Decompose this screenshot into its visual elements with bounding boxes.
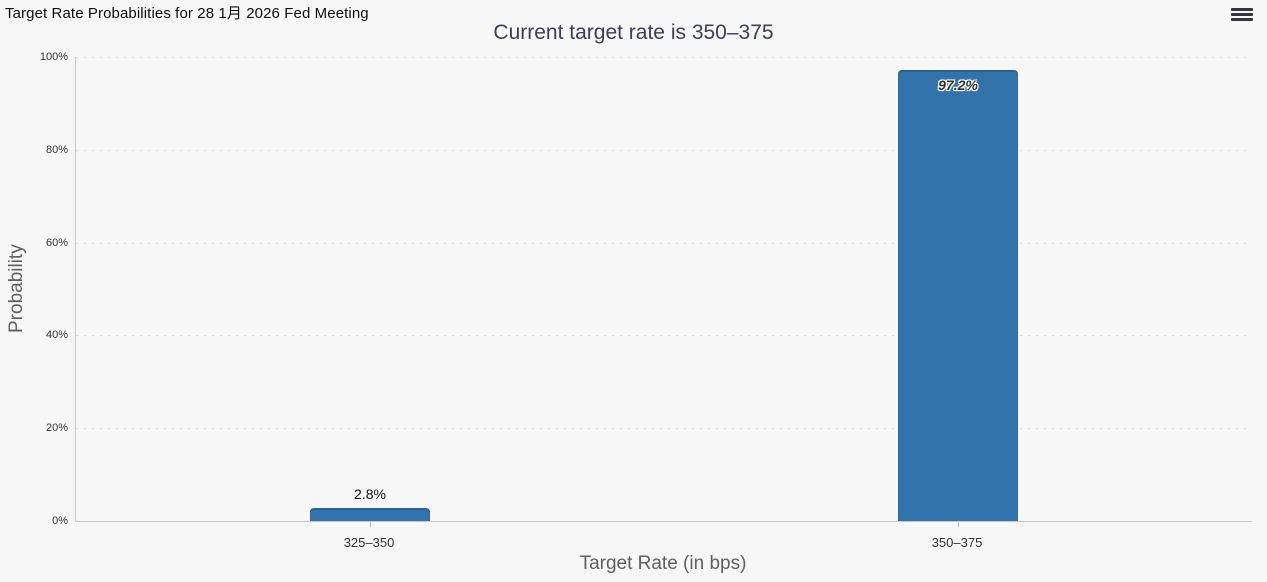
gridline (76, 243, 1252, 244)
x-category-label: 350–375 (931, 535, 983, 550)
chart-title: Current target rate is 350–375 (493, 21, 774, 44)
bar-value-label: 97.2% (938, 77, 978, 93)
y-axis-tick-label: 80% (45, 144, 68, 156)
bar-value-label: 2.8% (354, 486, 386, 502)
x-category-label: 325–350 (343, 535, 395, 550)
page-title: Target Rate Probabilities for 28 1月 2026… (5, 5, 369, 22)
y-axis-title: Probability (6, 244, 27, 334)
hamburger-menu-icon[interactable] (1231, 8, 1253, 23)
y-axis-tick-label: 40% (45, 329, 68, 341)
y-axis-tick-label: 0% (52, 515, 68, 527)
plot-area: 2.8% 97.2% (75, 57, 1252, 527)
y-axis-tick-label: 60% (45, 237, 68, 249)
hamburger-bar (1231, 18, 1253, 21)
gridline (76, 57, 1252, 58)
column-bar[interactable] (898, 70, 1018, 521)
column-bar[interactable] (310, 508, 430, 521)
x-axis-title: Target Rate (in bps) (579, 553, 747, 574)
hamburger-bar (1231, 8, 1253, 11)
x-axis-tick (958, 522, 959, 527)
hamburger-bar (1231, 13, 1253, 16)
y-axis-tick-label: 20% (45, 422, 68, 434)
y-axis-tick-label: 100% (39, 51, 68, 63)
gridline (76, 428, 1252, 429)
gridline (76, 150, 1252, 151)
x-axis-tick (370, 522, 371, 527)
gridline (76, 335, 1252, 336)
